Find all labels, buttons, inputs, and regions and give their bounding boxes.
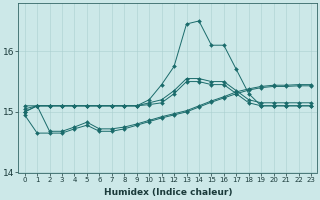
X-axis label: Humidex (Indice chaleur): Humidex (Indice chaleur) xyxy=(104,188,232,197)
